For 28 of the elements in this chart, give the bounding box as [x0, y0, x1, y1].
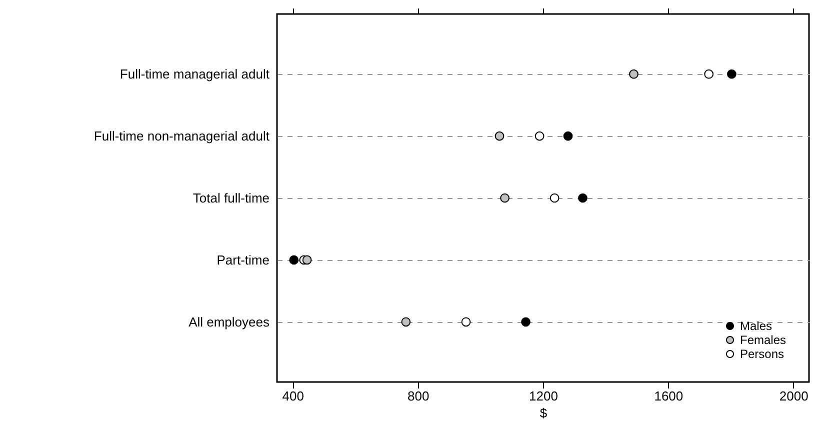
x-tick-label: 2000 — [779, 388, 808, 404]
point — [289, 255, 299, 265]
legend-label: Males — [740, 319, 772, 333]
point — [727, 69, 736, 79]
point — [704, 69, 714, 79]
y-tick-label: Total full-time — [192, 190, 270, 206]
y-tick-label: Full-time managerial adult — [120, 66, 270, 82]
legend-label: Persons — [740, 347, 784, 361]
point — [302, 255, 312, 265]
point — [550, 193, 560, 203]
x-tick-label: 400 — [282, 388, 304, 404]
legend-label: Females — [740, 333, 786, 347]
point — [521, 317, 530, 327]
point — [494, 131, 504, 141]
point — [629, 69, 638, 79]
point — [461, 317, 471, 327]
x-tick-label: 1200 — [529, 388, 558, 404]
point — [534, 131, 544, 141]
point — [578, 193, 588, 203]
y-tick-label: Full-time non-managerial adult — [94, 128, 270, 144]
x-axis-title: $ — [540, 406, 548, 420]
x-tick-label: 800 — [407, 388, 430, 404]
point — [401, 317, 411, 327]
y-tick-label: All employees — [188, 314, 270, 330]
x-tick-label: 1600 — [654, 388, 684, 404]
y-tick-label: Part-time — [216, 252, 270, 268]
point — [500, 193, 510, 203]
point — [563, 131, 573, 141]
